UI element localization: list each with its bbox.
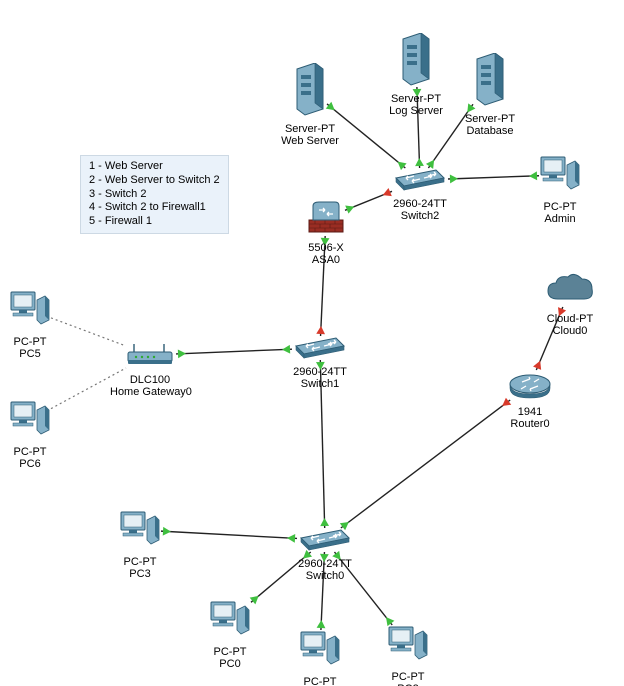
- switch-icon: [280, 336, 360, 364]
- node-label: DLC100 Home Gateway0: [110, 374, 190, 399]
- node-label: PC-PT PC1: [280, 676, 360, 686]
- pc-icon: [0, 400, 70, 444]
- node-label: 1941 Router0: [490, 406, 570, 431]
- node-router0[interactable]: 1941 Router0: [490, 370, 570, 431]
- node-web_server[interactable]: Server-PT Web Server: [270, 63, 350, 148]
- legend-line: 1 - Web Server: [89, 160, 220, 174]
- node-db_server[interactable]: Server-PT Database: [450, 53, 530, 138]
- node-label: Server-PT Log Server: [376, 93, 456, 118]
- node-label: PC-PT PC6: [0, 446, 70, 471]
- node-pc1[interactable]: PC-PT PC1: [280, 630, 360, 686]
- server-icon: [450, 53, 530, 111]
- legend-line: 3 - Switch 2: [89, 188, 220, 202]
- pc-icon: [280, 630, 360, 674]
- legend-line: 2 - Web Server to Switch 2: [89, 174, 220, 188]
- node-label: Server-PT Database: [450, 113, 530, 138]
- node-switch0[interactable]: 2960-24TT Switch0: [285, 528, 365, 583]
- firewall-icon: [286, 200, 366, 240]
- node-label: 2960-24TT Switch0: [285, 558, 365, 583]
- node-pc2[interactable]: PC-PT PC2: [368, 625, 448, 686]
- switch-icon: [285, 528, 365, 556]
- pc-icon: [0, 290, 70, 334]
- node-label: PC-PT PC0: [190, 646, 270, 671]
- node-label: PC-PT PC3: [100, 556, 180, 581]
- node-label: 2960-24TT Switch1: [280, 366, 360, 391]
- node-admin_pc[interactable]: PC-PT Admin: [520, 155, 600, 226]
- pc-icon: [190, 600, 270, 644]
- node-gateway[interactable]: DLC100 Home Gateway0: [110, 342, 190, 399]
- legend-line: 4 - Switch 2 to Firewall1: [89, 201, 220, 215]
- node-pc0[interactable]: PC-PT PC0: [190, 600, 270, 671]
- cloud-icon: [530, 273, 610, 311]
- legend-line: 5 - Firewall 1: [89, 215, 220, 229]
- node-switch1[interactable]: 2960-24TT Switch1: [280, 336, 360, 391]
- legend-box: 1 - Web Server2 - Web Server to Switch 2…: [80, 155, 229, 234]
- pc-icon: [100, 510, 180, 554]
- node-label: PC-PT PC5: [0, 336, 70, 361]
- pc-icon: [368, 625, 448, 669]
- node-switch2[interactable]: 2960-24TT Switch2: [380, 168, 460, 223]
- pc-icon: [520, 155, 600, 199]
- server-icon: [270, 63, 350, 121]
- node-label: 5506-X ASA0: [286, 242, 366, 267]
- server-icon: [376, 33, 456, 91]
- switch-icon: [380, 168, 460, 196]
- node-label: PC-PT Admin: [520, 201, 600, 226]
- node-pc5[interactable]: PC-PT PC5: [0, 290, 70, 361]
- node-asa[interactable]: 5506-X ASA0: [286, 200, 366, 267]
- node-cloud0[interactable]: Cloud-PT Cloud0: [530, 273, 610, 338]
- node-label: Cloud-PT Cloud0: [530, 313, 610, 338]
- node-label: Server-PT Web Server: [270, 123, 350, 148]
- node-log_server[interactable]: Server-PT Log Server: [376, 33, 456, 118]
- router-icon: [490, 370, 570, 404]
- node-pc6[interactable]: PC-PT PC6: [0, 400, 70, 471]
- gateway-icon: [110, 342, 190, 372]
- node-label: PC-PT PC2: [368, 671, 448, 686]
- node-pc3[interactable]: PC-PT PC3: [100, 510, 180, 581]
- node-label: 2960-24TT Switch2: [380, 198, 460, 223]
